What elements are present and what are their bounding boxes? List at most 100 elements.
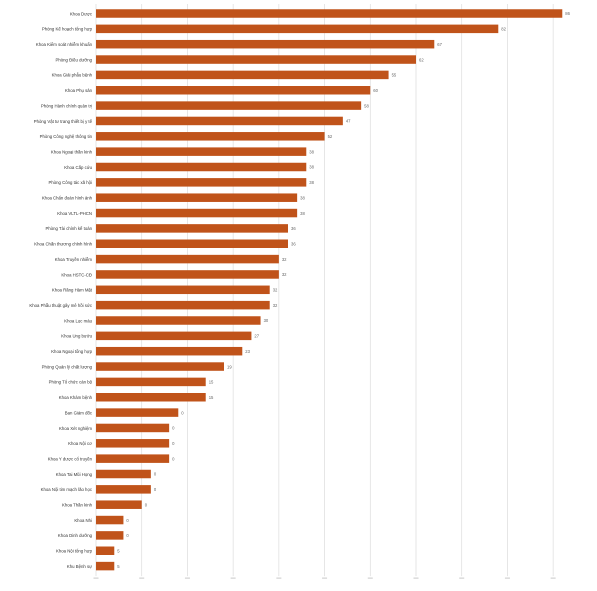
bar <box>96 239 288 248</box>
bar <box>96 362 224 371</box>
category-label: Phòng Hành chính quản trị <box>41 103 92 108</box>
bar <box>96 39 435 49</box>
bar <box>96 346 243 356</box>
category-label: Khoa Truyền nhiễm <box>55 257 93 262</box>
bar <box>96 178 307 187</box>
category-label: Khoa Ngoại thần kinh <box>51 149 93 154</box>
category-label: Khoa Nội tổng hợp <box>56 549 93 554</box>
category-label: Khoa Ung bướu <box>61 334 92 339</box>
bar <box>96 208 298 218</box>
bar <box>96 423 170 433</box>
data-label: 23 <box>245 349 250 354</box>
bar <box>96 485 151 494</box>
data-label: 15 <box>209 380 214 385</box>
category-label: Khoa VLTL-PHCN <box>57 211 92 216</box>
data-label: 38 <box>300 211 305 216</box>
data-label: 60 <box>373 88 378 93</box>
category-label: Khoa Giải phẫu bệnh <box>52 73 93 78</box>
data-label: 52 <box>328 134 333 139</box>
category-label: Phòng Điều dưỡng <box>55 57 92 62</box>
category-label: Khoa Khám bệnh <box>59 395 93 400</box>
category-label: Khoa Cấp cứu <box>64 165 92 170</box>
category-label: Phòng Vật tư trang thiết bị y tế <box>34 119 93 124</box>
data-label: 32 <box>273 303 278 308</box>
category-label: Phòng Công nghệ thông tin <box>40 134 93 139</box>
category-label: Khoa Xét nghiệm <box>59 426 92 431</box>
data-label: 0 <box>126 518 129 523</box>
data-label: 0 <box>172 426 175 431</box>
bar <box>96 132 325 141</box>
data-label: 38 <box>300 195 305 200</box>
data-label: 0 <box>181 410 184 415</box>
bar <box>96 316 261 325</box>
data-label: 0 <box>154 487 157 492</box>
data-label: 86 <box>565 11 570 16</box>
data-label: 62 <box>419 57 424 62</box>
category-label: Khoa Nội tim mạch lão học <box>41 487 93 492</box>
category-label: Phòng Tài chính kế toán <box>45 226 92 231</box>
bar <box>96 377 206 387</box>
bar <box>96 147 307 156</box>
data-label: 0 <box>126 533 129 538</box>
data-label: 47 <box>346 119 351 124</box>
data-label: 0 <box>172 441 175 446</box>
bar <box>96 300 270 310</box>
bar <box>96 561 115 571</box>
data-label: 82 <box>501 27 506 32</box>
category-label: Khoa Dược <box>70 11 93 16</box>
data-label: 0 <box>145 502 148 507</box>
category-label: Khoa Ngoại tổng hợp <box>51 349 92 354</box>
bar <box>96 86 371 95</box>
category-label: Khoa Tai Mũi Họng <box>56 472 93 477</box>
category-label: Khoa Y dược cổ truyền <box>48 456 93 461</box>
bar <box>96 101 362 110</box>
bar <box>96 193 298 202</box>
bar <box>96 515 124 525</box>
bar <box>96 408 179 417</box>
category-label: Khoa Chấn thương chỉnh hình <box>34 242 92 247</box>
category-label: Khoa Thần kinh <box>62 503 93 508</box>
category-label: Khu Bệnh sự <box>67 564 92 569</box>
category-label: Khoa Nội cơ <box>68 441 92 446</box>
grid-lines <box>95 4 554 577</box>
bar <box>96 393 206 402</box>
data-label: 36 <box>291 226 296 231</box>
bar <box>96 162 307 172</box>
data-label: 38 <box>309 180 314 185</box>
bar <box>96 454 170 463</box>
data-label: 67 <box>437 42 442 47</box>
data-label: 19 <box>227 364 232 369</box>
category-label: Ban Giám đốc <box>65 410 93 415</box>
data-label: 5 <box>117 548 120 553</box>
category-label: Khoa HSTC-CĐ <box>61 272 92 277</box>
data-label: 32 <box>282 272 287 277</box>
bar <box>96 285 270 295</box>
category-label: Phòng Kế hoạch tổng hợp <box>42 27 93 32</box>
value-labels: 8682676255605847523838383838363632323232… <box>117 11 570 569</box>
bar <box>96 500 142 509</box>
category-label: Phòng Tổ chức cán bộ <box>49 380 93 385</box>
data-label: 15 <box>209 395 214 400</box>
bar <box>96 270 279 279</box>
data-label: 32 <box>273 288 278 293</box>
category-labels: Khoa Dược Phòng Kế hoạch tổng hợp Khoa Kiể… <box>29 11 92 569</box>
category-label: Khoa Răng Hàm Mặt <box>52 288 93 293</box>
data-label: 32 <box>282 257 287 262</box>
bar <box>96 439 170 448</box>
category-label: Khoa Phụ sản <box>65 88 93 93</box>
bar <box>96 546 115 555</box>
data-label: 5 <box>117 564 120 569</box>
bar <box>96 224 288 233</box>
data-label: 0 <box>154 472 157 477</box>
data-label: 27 <box>254 334 259 339</box>
category-label: Khoa Phẫu thuật gây mê hồi sức <box>29 303 92 308</box>
data-label: 36 <box>291 241 296 246</box>
bar <box>96 331 252 341</box>
category-label: Phòng Quản lý chất lượng <box>42 364 93 369</box>
bar <box>96 254 279 264</box>
category-label: Khoa Kiểm soát nhiễm khuẩn <box>36 42 93 47</box>
data-label: 55 <box>392 73 397 78</box>
bar <box>96 24 499 34</box>
data-label: 38 <box>309 165 314 170</box>
